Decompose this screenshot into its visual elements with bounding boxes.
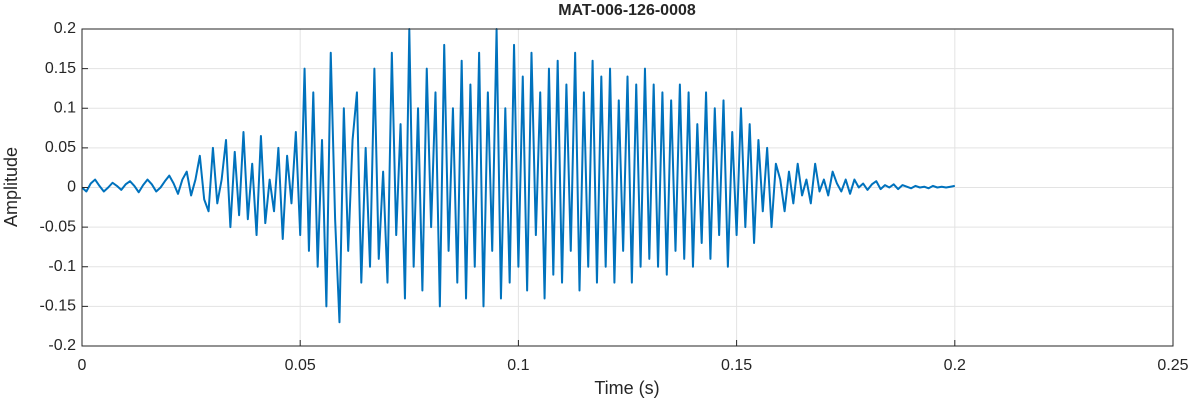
chart-title: MAT-006-126-0008: [558, 2, 696, 19]
y-tick-label: -0.05: [40, 218, 77, 235]
x-tick-label: 0.25: [1157, 357, 1188, 374]
x-axis-label: Time (s): [594, 378, 659, 398]
x-tick-label: 0.05: [285, 357, 316, 374]
x-tick-label: 0.2: [944, 357, 966, 374]
y-tick-label: -0.2: [48, 337, 76, 354]
x-tick-label: 0.1: [507, 357, 529, 374]
grid: [81, 28, 1174, 347]
y-tick-label: 0.15: [45, 60, 76, 77]
x-tick-label: 0.15: [721, 357, 752, 374]
plot: [81, 28, 955, 324]
x-tick-label: 0: [78, 357, 87, 374]
y-tick-label: 0.2: [54, 20, 76, 37]
y-tick-label: -0.15: [40, 298, 77, 315]
y-tick-label: 0.1: [54, 99, 76, 116]
y-axis-label: Amplitude: [1, 147, 21, 227]
waveform-line: [81, 28, 955, 324]
y-tick-label: 0: [67, 179, 76, 196]
y-tick-label: -0.1: [48, 258, 76, 275]
y-tick-label: 0.05: [45, 139, 76, 156]
